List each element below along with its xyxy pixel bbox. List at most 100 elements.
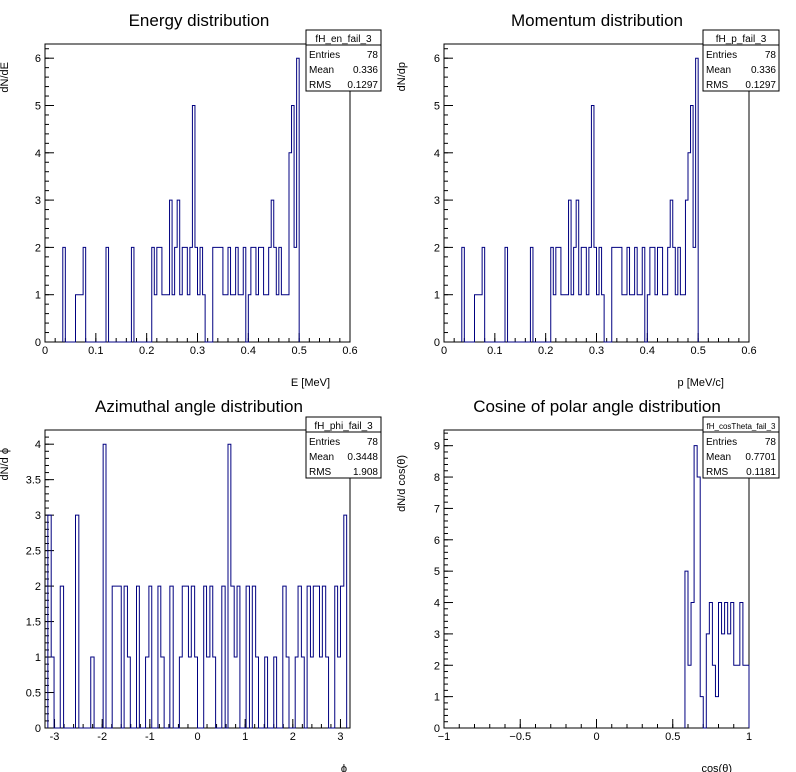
stats-value-mean: 0.336 bbox=[751, 65, 776, 76]
x-tick-label: 0.1 bbox=[487, 345, 502, 357]
y-tick-label: 3 bbox=[35, 195, 41, 207]
stats-value-rms: 1.908 bbox=[353, 467, 378, 478]
chart-title: Momentum distribution bbox=[511, 11, 683, 30]
y-tick-label: 3 bbox=[35, 510, 41, 522]
y-tick-label: 6 bbox=[35, 53, 41, 65]
histogram-line bbox=[47, 443, 348, 729]
y-tick-label: 3.5 bbox=[26, 475, 41, 487]
histogram-line bbox=[62, 57, 300, 343]
stats-box bbox=[305, 29, 382, 92]
histogram-line bbox=[461, 57, 699, 343]
stats-value-entries: 78 bbox=[765, 437, 777, 448]
y-tick-label: 5 bbox=[434, 566, 440, 578]
x-tick-label: 1 bbox=[746, 731, 752, 743]
stats-box bbox=[702, 29, 780, 92]
stats-label-entries: Entries bbox=[706, 50, 737, 61]
stats-name: fH_phi_fail_3 bbox=[314, 421, 373, 432]
stats-label-rms: RMS bbox=[309, 467, 332, 478]
x-tick-label: 0 bbox=[593, 731, 599, 743]
y-tick-label: 1 bbox=[434, 290, 440, 302]
y-tick-label: 6 bbox=[434, 535, 440, 547]
x-tick-label: 0.5 bbox=[665, 731, 680, 743]
stats-label-rms: RMS bbox=[706, 467, 729, 478]
stats-value-entries: 78 bbox=[765, 50, 777, 61]
x-tick-label: 0.6 bbox=[342, 345, 357, 357]
x-tick-label: 0.3 bbox=[589, 345, 604, 357]
y-tick-label: 1 bbox=[35, 290, 41, 302]
histogram-line bbox=[684, 445, 750, 729]
y-tick-label: 0 bbox=[434, 723, 440, 735]
x-tick-label: 0.5 bbox=[691, 345, 706, 357]
stats-value-rms: 0.1181 bbox=[746, 467, 776, 478]
x-tick-label: -3 bbox=[50, 731, 60, 743]
y-tick-label: 1 bbox=[434, 692, 440, 704]
stats-value-rms: 0.1297 bbox=[745, 80, 776, 91]
chart-title: Azimuthal angle distribution bbox=[95, 397, 303, 416]
y-tick-label: 5 bbox=[434, 100, 440, 112]
stats-box bbox=[702, 416, 780, 479]
chart-title: Cosine of polar angle distribution bbox=[473, 397, 721, 416]
y-tick-label: 9 bbox=[434, 441, 440, 453]
y-tick-label: 4 bbox=[35, 439, 41, 451]
y-tick-label: 1.5 bbox=[26, 617, 41, 629]
stats-label-rms: RMS bbox=[706, 80, 729, 91]
x-tick-label: 0.6 bbox=[741, 345, 756, 357]
x-tick-label: 0.2 bbox=[538, 345, 553, 357]
x-tick-label: -2 bbox=[97, 731, 107, 743]
x-tick-label: 0 bbox=[441, 345, 447, 357]
x-tick-label: 3 bbox=[337, 731, 343, 743]
y-tick-label: 4 bbox=[434, 598, 440, 610]
x-tick-label: −0.5 bbox=[509, 731, 531, 743]
stats-value-mean: 0.7701 bbox=[745, 452, 776, 463]
stats-label-entries: Entries bbox=[706, 437, 737, 448]
x-tick-label: 0.5 bbox=[292, 345, 307, 357]
chart-title: Energy distribution bbox=[129, 11, 270, 30]
y-axis-title: dN/d cos(θ) bbox=[396, 455, 408, 512]
stats-name: fH_en_fail_3 bbox=[315, 34, 372, 45]
y-axis-title: dN/d ϕ bbox=[0, 448, 11, 480]
y-tick-label: 8 bbox=[434, 472, 440, 484]
stats-name: fH_p_fail_3 bbox=[716, 34, 767, 45]
y-tick-label: 4 bbox=[434, 148, 440, 160]
y-axis-title: dN/dp bbox=[396, 62, 408, 91]
x-tick-label: 0 bbox=[194, 731, 200, 743]
stats-label-mean: Mean bbox=[706, 452, 731, 463]
stats-name: fH_cosTheta_fail_3 bbox=[707, 422, 776, 431]
x-tick-label: 0.1 bbox=[88, 345, 103, 357]
plot-frame bbox=[44, 43, 351, 343]
y-tick-label: 3 bbox=[434, 195, 440, 207]
stats-box bbox=[305, 416, 382, 479]
x-tick-label: 0 bbox=[42, 345, 48, 357]
stats-label-mean: Mean bbox=[309, 65, 334, 76]
y-tick-label: 0.5 bbox=[26, 688, 41, 700]
stats-value-rms: 0.1297 bbox=[347, 80, 378, 91]
stats-label-mean: Mean bbox=[706, 65, 731, 76]
y-tick-label: 7 bbox=[434, 503, 440, 515]
stats-value-mean: 0.336 bbox=[353, 65, 378, 76]
stats-label-rms: RMS bbox=[309, 80, 332, 91]
x-tick-label: 0.2 bbox=[139, 345, 154, 357]
y-tick-label: 1 bbox=[35, 652, 41, 664]
y-tick-label: 2 bbox=[434, 242, 440, 254]
stats-value-mean: 0.3448 bbox=[347, 452, 378, 463]
y-tick-label: 2 bbox=[434, 660, 440, 672]
x-axis-title: ϕ bbox=[341, 763, 347, 772]
x-tick-label: 0.3 bbox=[190, 345, 205, 357]
stats-label-mean: Mean bbox=[309, 452, 334, 463]
x-tick-label: 0.4 bbox=[241, 345, 256, 357]
y-tick-label: 0 bbox=[434, 337, 440, 349]
x-tick-label: 1 bbox=[242, 731, 248, 743]
y-tick-label: 4 bbox=[35, 148, 41, 160]
y-tick-label: 5 bbox=[35, 100, 41, 112]
stats-label-entries: Entries bbox=[309, 437, 340, 448]
y-tick-label: 2.5 bbox=[26, 546, 41, 558]
x-axis-title: p [MeV/c] bbox=[678, 377, 724, 389]
y-tick-label: 2 bbox=[35, 581, 41, 593]
y-tick-label: 6 bbox=[434, 53, 440, 65]
y-tick-label: 2 bbox=[35, 242, 41, 254]
x-axis-title: E [MeV] bbox=[291, 377, 330, 389]
y-tick-label: 0 bbox=[35, 723, 41, 735]
stats-value-entries: 78 bbox=[367, 437, 379, 448]
stats-label-entries: Entries bbox=[309, 50, 340, 61]
